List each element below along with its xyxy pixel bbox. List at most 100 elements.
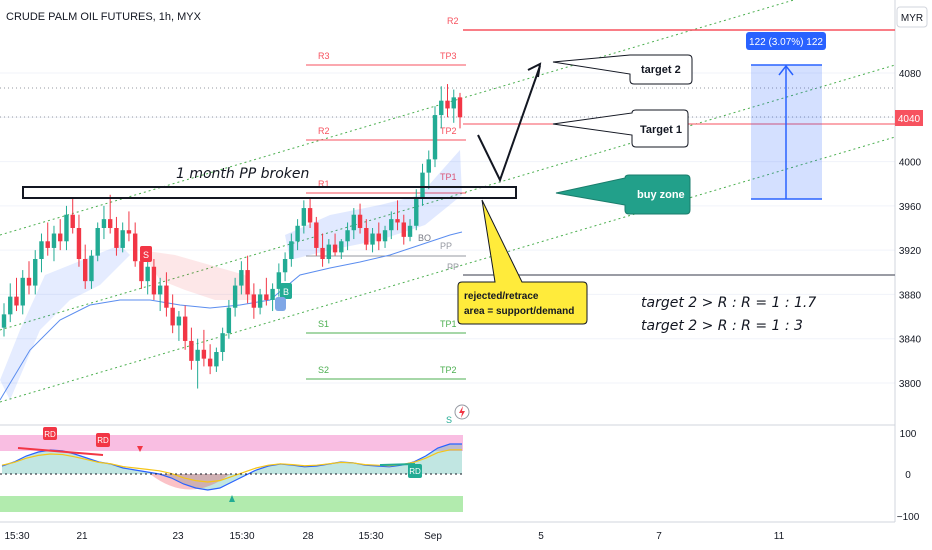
buy-zone-label: buy zone bbox=[637, 189, 685, 201]
rd-marker-1[interactable]: RD bbox=[43, 427, 57, 440]
candle bbox=[164, 272, 169, 317]
rejected-callout: rejected/retrace area = support/demand bbox=[457, 199, 588, 325]
candle bbox=[276, 263, 282, 297]
candle bbox=[132, 222, 138, 267]
candle bbox=[395, 200, 400, 231]
osc-tick-label: −100 bbox=[897, 512, 920, 523]
candle bbox=[289, 233, 294, 267]
candle bbox=[282, 252, 288, 282]
candle bbox=[207, 344, 213, 375]
candle bbox=[326, 239, 332, 264]
buy-zone-callout: buy zone bbox=[555, 174, 691, 215]
projection-arrow-head bbox=[527, 62, 542, 78]
candle bbox=[264, 277, 269, 306]
candle bbox=[201, 329, 207, 367]
lightning-icon[interactable] bbox=[454, 404, 470, 420]
candle bbox=[439, 86, 444, 129]
trend-cloud-blue bbox=[0, 245, 130, 400]
down-triangle-icon bbox=[137, 446, 143, 452]
svg-text:RD: RD bbox=[409, 467, 421, 476]
candle bbox=[126, 211, 132, 242]
pivot-label-right: TP1 bbox=[440, 319, 457, 329]
time-tick-label: 15:30 bbox=[229, 531, 254, 542]
small-s-marker: S bbox=[446, 415, 452, 425]
candle bbox=[382, 225, 388, 248]
candle bbox=[376, 222, 381, 251]
candle bbox=[195, 338, 200, 389]
time-tick-label: 28 bbox=[302, 531, 314, 542]
candle bbox=[414, 189, 419, 231]
candle bbox=[332, 233, 338, 256]
time-tick-label: 15:30 bbox=[358, 531, 383, 542]
price-tick-label: 3880 bbox=[899, 290, 922, 301]
svg-text:4040: 4040 bbox=[898, 114, 921, 125]
time-tick-label: 23 bbox=[172, 531, 184, 542]
pivot-label-left: S1 bbox=[318, 319, 329, 329]
current-price-tag: 4040 bbox=[895, 110, 923, 126]
projection-path bbox=[477, 65, 541, 183]
time-tick-label: 21 bbox=[76, 531, 88, 542]
measure-arrow-head bbox=[778, 64, 794, 76]
up-triangle-icon bbox=[229, 495, 235, 502]
candle bbox=[320, 233, 325, 267]
rr-note-2: target 2 > R : R = 1 : 3 bbox=[641, 318, 803, 334]
candle bbox=[345, 222, 350, 251]
candle bbox=[107, 194, 113, 234]
oscillator-overbought-band bbox=[0, 435, 463, 451]
time-tick-label: 5 bbox=[538, 531, 544, 542]
rd-marker-2[interactable]: RD bbox=[96, 433, 110, 447]
pivot-label-right: TP3 bbox=[440, 51, 457, 61]
candle bbox=[20, 270, 25, 315]
candle bbox=[145, 261, 150, 295]
currency-badge[interactable]: MYR bbox=[896, 6, 928, 28]
candle bbox=[76, 214, 82, 267]
sell-marker[interactable]: S bbox=[140, 246, 152, 262]
bo-marker: BO bbox=[418, 233, 431, 243]
candle bbox=[251, 283, 257, 319]
pp-broken-box bbox=[22, 186, 517, 199]
candle bbox=[426, 150, 431, 190]
candle bbox=[8, 283, 13, 323]
candle bbox=[245, 255, 250, 304]
pivot-label-right: TP1 bbox=[440, 172, 457, 182]
measure-label-bg bbox=[746, 32, 826, 50]
candle bbox=[357, 203, 363, 234]
candle bbox=[33, 250, 38, 295]
divergence-line-red bbox=[17, 447, 104, 456]
rd-marker-3[interactable]: RD bbox=[408, 464, 422, 478]
candle bbox=[14, 277, 19, 312]
candle bbox=[401, 214, 406, 245]
candle bbox=[364, 219, 369, 251]
divergence-line-green bbox=[379, 463, 416, 466]
candle bbox=[89, 250, 94, 289]
price-tick-label: 4000 bbox=[899, 158, 922, 169]
pivot-label-left: R1 bbox=[318, 179, 330, 189]
candle bbox=[351, 208, 357, 240]
candle bbox=[51, 225, 57, 262]
channel-bottom-line bbox=[0, 136, 896, 403]
candle bbox=[170, 294, 175, 334]
candle bbox=[189, 327, 194, 370]
candle bbox=[307, 197, 313, 228]
candle bbox=[432, 106, 438, 168]
osc-tick-label: 0 bbox=[905, 470, 911, 481]
candle bbox=[176, 311, 182, 341]
oscillator-line bbox=[1, 443, 462, 491]
next-pp-label: PP bbox=[447, 262, 459, 272]
svg-text:RD: RD bbox=[97, 436, 109, 445]
target1-callout: Target 1 bbox=[552, 109, 689, 148]
oscillator-fill bbox=[2, 444, 462, 490]
candle bbox=[120, 222, 125, 253]
candle bbox=[451, 89, 456, 123]
price-tick-label: 3800 bbox=[899, 379, 922, 390]
time-axis[interactable]: 15:30 21 23 15:30 28 15:30 Sep 5 7 11 bbox=[4, 531, 784, 542]
candle bbox=[64, 205, 69, 251]
svg-text:B: B bbox=[283, 287, 289, 297]
candle bbox=[151, 259, 157, 300]
candle bbox=[339, 239, 344, 259]
candle bbox=[295, 219, 300, 251]
pivot-label-right: TP2 bbox=[440, 365, 457, 375]
candlestick-series bbox=[1, 84, 463, 389]
buy-marker[interactable]: B bbox=[275, 283, 292, 311]
